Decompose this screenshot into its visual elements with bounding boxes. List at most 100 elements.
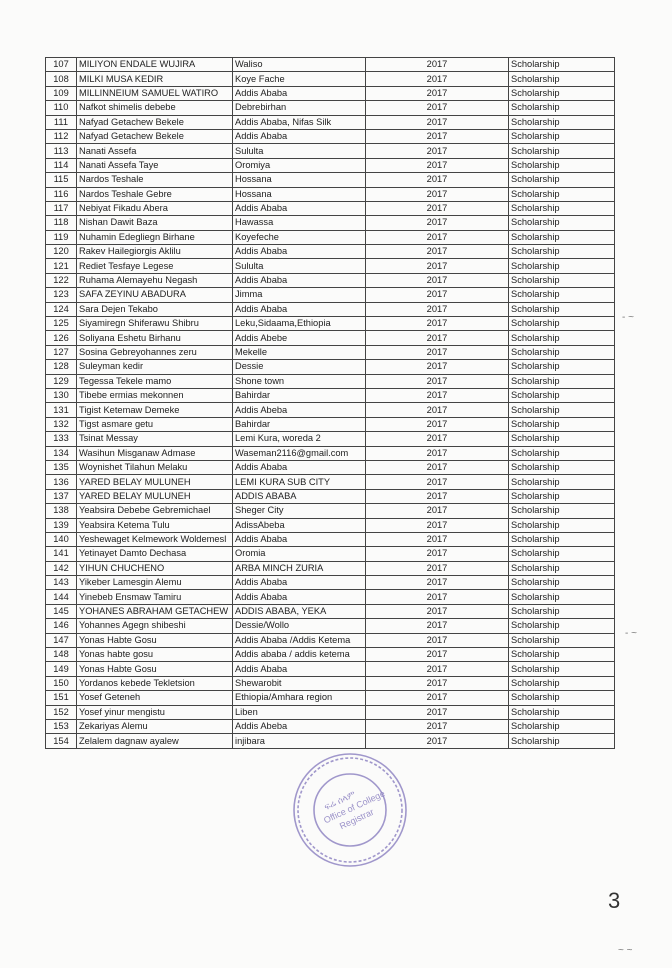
category-cell: Scholarship — [508, 718, 615, 735]
row-number-cell: 152 — [45, 704, 77, 720]
origin-cell: Addis Abeba — [232, 718, 366, 735]
table-row: 124 Sara Dejen Tekabo Addis Ababa 2017 Schol… — [45, 301, 615, 318]
table-row: 113 Nanati Assefa Sululta 2017 Scholarship — [45, 143, 615, 159]
table-row: 120 Rakev Hailegiorgis Aklilu Addis Ababa 2… — [45, 244, 615, 260]
row-number-cell: 151 — [45, 690, 77, 706]
student-name-cell: Zekariyas Alemu — [76, 718, 233, 735]
table-row: 150 Yordanos kebede Tekletsion Shewarobit 2… — [45, 675, 615, 692]
origin-cell: LEMI KURA SUB CITY — [232, 474, 366, 490]
category-cell: Scholarship — [508, 560, 615, 577]
row-number-cell: 144 — [45, 589, 77, 605]
year-cell: 2017 — [365, 344, 509, 361]
table-row: 126 Soliyana Eshetu Birhanu Addis Abebe 201… — [45, 330, 615, 346]
origin-cell: ADDIS ABABA — [232, 488, 366, 505]
table-row: 119 Nuhamin Edegliegn Birhane Koyefeche 201… — [45, 229, 615, 246]
year-cell: 2017 — [365, 560, 509, 577]
category-cell: Scholarship — [508, 200, 615, 217]
year-cell: 2017 — [365, 733, 509, 749]
category-cell: Scholarship — [508, 517, 615, 533]
year-cell: 2017 — [365, 85, 509, 102]
page-number: 3 — [608, 888, 621, 913]
student-name-cell: Yonas habte gosu — [76, 647, 233, 663]
category-cell: Scholarship — [508, 733, 615, 749]
year-cell: 2017 — [365, 431, 509, 447]
year-cell: 2017 — [365, 200, 509, 217]
category-cell: Scholarship — [508, 503, 615, 519]
category-cell: Scholarship — [508, 287, 615, 303]
origin-cell: Addis Ababa — [232, 244, 366, 260]
origin-cell: Koyefeche — [232, 229, 366, 246]
row-number-cell: 137 — [45, 488, 77, 505]
year-cell: 2017 — [365, 675, 509, 692]
origin-cell: Addis Ababa — [232, 301, 366, 318]
row-number-cell: 130 — [45, 387, 77, 404]
student-name-cell: Suleyman kedir — [76, 359, 233, 375]
student-name-cell: Tibebe ermias mekonnen — [76, 387, 233, 404]
student-name-cell: Tigist Ketemaw Demeke — [76, 402, 233, 418]
year-cell: 2017 — [365, 503, 509, 519]
year-cell: 2017 — [365, 244, 509, 260]
registrar-stamp: ፍሬ ሰላም Office of College Registrar — [293, 753, 407, 867]
student-name-cell: Ruhama Alemayehu Negash — [76, 272, 233, 289]
table-row: 148 Yonas habte gosu Addis ababa / addis k… — [45, 647, 615, 663]
scan-mark: - ~ — [622, 312, 634, 323]
origin-cell: Dessie/Wollo — [232, 618, 366, 634]
year-cell: 2017 — [365, 71, 509, 87]
row-number-cell: 118 — [45, 215, 77, 231]
category-cell: Scholarship — [508, 675, 615, 692]
category-cell: Scholarship — [508, 330, 615, 346]
origin-cell: Addis Ababa — [232, 661, 366, 677]
category-cell: Scholarship — [508, 575, 615, 591]
student-name-cell: Nardos Teshale — [76, 172, 233, 188]
table-row: 143 Yikeber Lamesgin Alemu Addis Ababa 2017… — [45, 575, 615, 591]
table-row: 137 YARED BELAY MULUNEH ADDIS ABABA 2017 Sch… — [45, 488, 615, 505]
table-row: 107 MILIYON ENDALE WUJIRA Waliso 2017 Schola… — [45, 56, 615, 73]
category-cell: Scholarship — [508, 229, 615, 246]
table-row: 139 Yeabsira Ketema Tulu AdissAbeba 2017 Sch… — [45, 517, 615, 533]
table-row: 131 Tigist Ketemaw Demeke Addis Abeba 2017 S… — [45, 402, 615, 418]
scan-mark: - ~ — [625, 628, 637, 639]
table-row: 111 Nafyad Getachew Bekele Addis Ababa, Ni… — [45, 114, 615, 130]
origin-cell: Shone town — [232, 373, 366, 389]
year-cell: 2017 — [365, 258, 509, 274]
origin-cell: Liben — [232, 704, 366, 720]
year-cell: 2017 — [365, 459, 509, 476]
year-cell: 2017 — [365, 589, 509, 605]
table-row: 125 Siyamiregn Shiferawu Shibru Leku,Sidaa… — [45, 316, 615, 332]
table-row: 117 Nebiyat Fikadu Abera Addis Ababa 2017 Sc… — [45, 200, 615, 217]
student-name-cell: Wasihun Misganaw Admase — [76, 445, 233, 461]
row-number-cell: 146 — [45, 618, 77, 634]
table-row: 151 Yosef Geteneh Ethiopia/Amhara region 20… — [45, 690, 615, 706]
origin-cell: Sululta — [232, 143, 366, 159]
row-number-cell: 126 — [45, 330, 77, 346]
student-name-cell: Yonas Habte Gosu — [76, 661, 233, 677]
row-number-cell: 147 — [45, 632, 77, 649]
year-cell: 2017 — [365, 186, 509, 202]
year-cell: 2017 — [365, 517, 509, 533]
origin-cell: Sheger City — [232, 503, 366, 519]
category-cell: Scholarship — [508, 316, 615, 332]
category-cell: Scholarship — [508, 215, 615, 231]
origin-cell: Sululta — [232, 258, 366, 274]
row-number-cell: 134 — [45, 445, 77, 461]
table-row: 118 Nishan Dawit Baza Hawassa 2017 Scholarsh… — [45, 215, 615, 231]
row-number-cell: 129 — [45, 373, 77, 389]
row-number-cell: 125 — [45, 316, 77, 332]
year-cell: 2017 — [365, 301, 509, 318]
table-row: 152 Yosef yinur mengistu Liben 2017 Scholars… — [45, 704, 615, 720]
student-name-cell: Sara Dejen Tekabo — [76, 301, 233, 318]
category-cell: Scholarship — [508, 431, 615, 447]
table-row: 138 Yeabsira Debebe Gebremichael Sheger Ci… — [45, 503, 615, 519]
student-name-cell: Zelalem dagnaw ayalew — [76, 733, 233, 749]
category-cell: Scholarship — [508, 474, 615, 490]
category-cell: Scholarship — [508, 704, 615, 720]
student-name-cell: Soliyana Eshetu Birhanu — [76, 330, 233, 346]
origin-cell: Waseman2116@gmail.com — [232, 445, 366, 461]
student-name-cell: Rakev Hailegiorgis Aklilu — [76, 244, 233, 260]
student-name-cell: Nafkot shimelis debebe — [76, 100, 233, 116]
category-cell: Scholarship — [508, 632, 615, 649]
row-number-cell: 113 — [45, 143, 77, 159]
category-cell: Scholarship — [508, 258, 615, 274]
category-cell: Scholarship — [508, 488, 615, 505]
table-row: 130 Tibebe ermias mekonnen Bahirdar 2017 Sch… — [45, 387, 615, 404]
